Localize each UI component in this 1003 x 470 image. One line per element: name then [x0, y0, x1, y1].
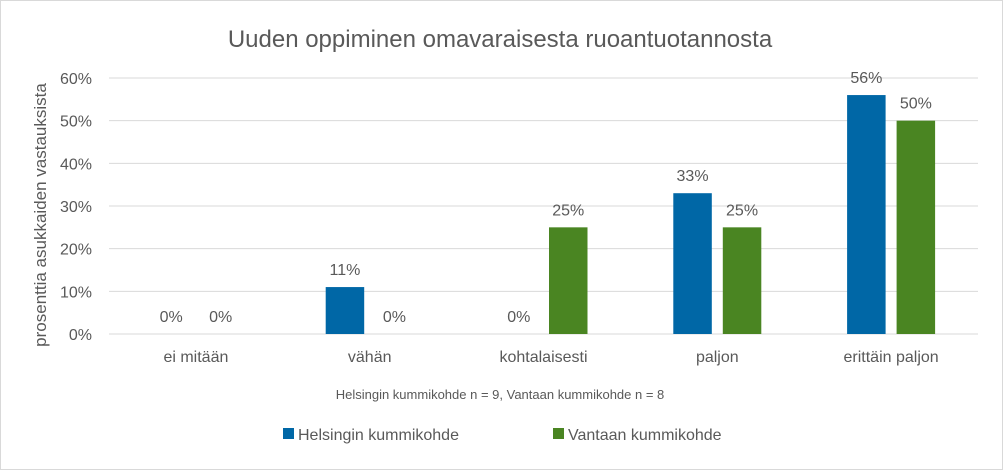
y-tick-label: 60% — [60, 71, 92, 88]
y-tick-label: 0% — [69, 327, 92, 344]
bar-vantaa — [549, 227, 588, 334]
data-label: 0% — [160, 309, 183, 326]
x-tick-label: erittäin paljon — [844, 349, 939, 366]
x-tick-label: paljon — [696, 349, 739, 366]
y-tick-label: 10% — [60, 284, 92, 301]
y-tick-label: 50% — [60, 114, 92, 131]
y-axis-label: prosenttia asukkaiden vastauksista — [31, 83, 50, 347]
legend-label: Helsingin kummikohde — [298, 427, 459, 444]
y-tick-label: 40% — [60, 156, 92, 173]
data-label: 11% — [330, 262, 361, 279]
x-tick-label: kohtalaisesti — [499, 349, 587, 366]
bar-helsinki — [847, 95, 886, 334]
data-label: 33% — [677, 168, 709, 185]
data-label: 25% — [726, 202, 758, 219]
bar-helsinki — [673, 193, 712, 334]
legend-label: Vantaan kummikohde — [568, 427, 722, 444]
x-axis-label: Helsingin kummikohde n = 9, Vantaan kumm… — [336, 387, 665, 402]
legend-swatch — [553, 428, 564, 439]
bar-helsinki — [325, 287, 365, 334]
x-tick-label: ei mitään — [163, 349, 228, 366]
x-tick-label: vähän — [348, 349, 392, 366]
chart-title: Uuden oppiminen omavaraisesta ruoantuota… — [228, 26, 773, 53]
legend-swatch — [283, 428, 294, 439]
data-label: 0% — [209, 309, 232, 326]
data-label: 56% — [850, 70, 882, 87]
data-label: 0% — [383, 309, 406, 326]
data-label: 25% — [552, 202, 584, 219]
bar-vantaa — [896, 120, 936, 335]
data-label: 0% — [507, 309, 530, 326]
y-tick-label: 20% — [60, 242, 92, 259]
data-label: 50% — [900, 96, 932, 113]
bar-vantaa — [722, 227, 762, 334]
y-tick-label: 30% — [60, 199, 92, 216]
